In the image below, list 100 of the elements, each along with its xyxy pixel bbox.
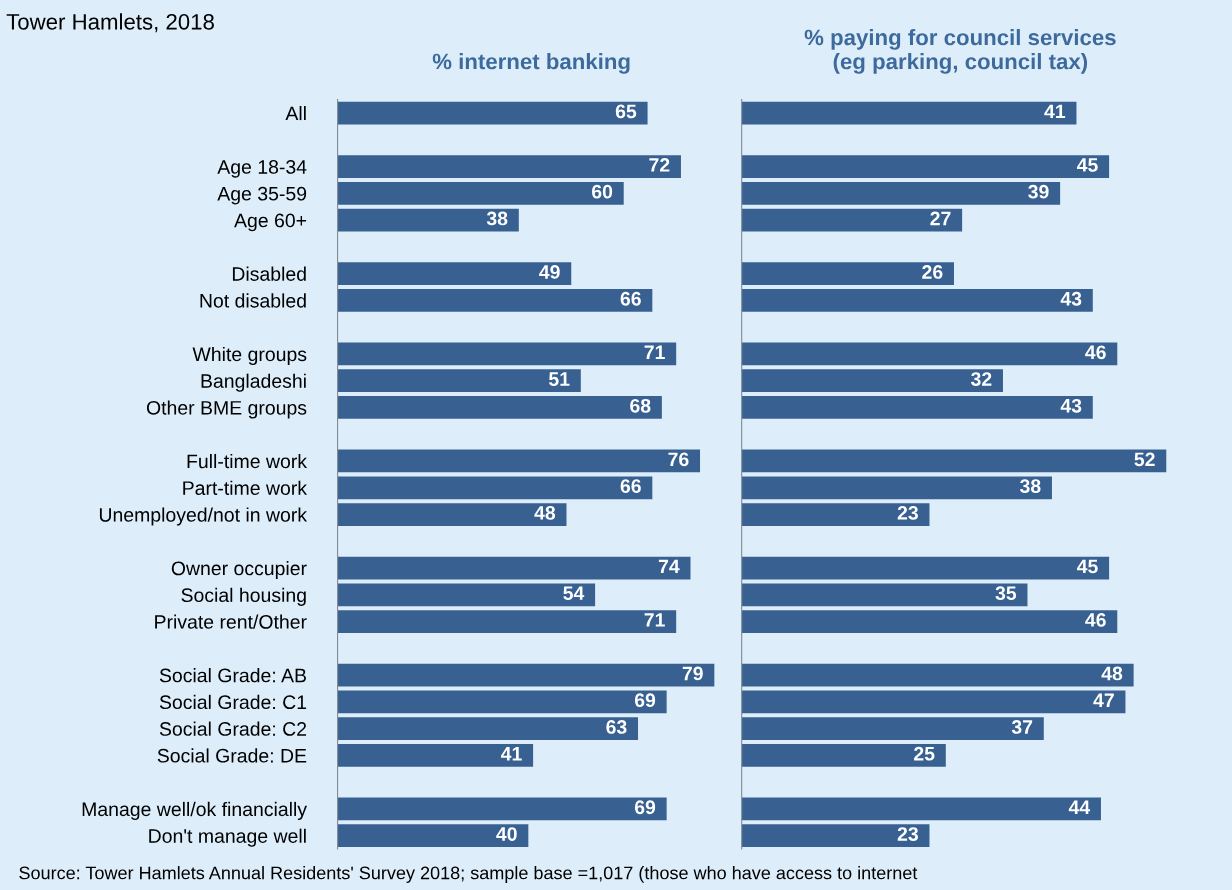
bar xyxy=(337,342,677,366)
text: Tower Hamlets, 2018 xyxy=(6,13,214,33)
y-tick-label: Full-time work xyxy=(187,453,308,469)
data-label: 71 xyxy=(644,613,665,627)
bar xyxy=(741,690,1126,714)
bar xyxy=(741,262,954,286)
data-label: 38 xyxy=(486,211,508,226)
bar xyxy=(337,155,681,178)
bar xyxy=(741,503,930,526)
bar xyxy=(741,744,946,767)
bar xyxy=(741,583,1028,607)
y-tick-label: Unemployed/not in work xyxy=(99,507,308,526)
data-label: 79 xyxy=(682,666,703,681)
y-tick-label: Private rent/Other xyxy=(155,614,307,629)
data-label: 37 xyxy=(1011,720,1033,734)
data-label: 71 xyxy=(644,345,665,359)
data-label: 69 xyxy=(634,693,656,708)
bar xyxy=(337,744,534,767)
bar xyxy=(337,503,567,526)
bar xyxy=(741,396,1093,419)
data-label: 66 xyxy=(620,291,641,306)
y-tick-label: Part-time work xyxy=(183,480,308,495)
chart-title: % internet banking xyxy=(432,53,630,74)
data-label: 51 xyxy=(548,372,570,386)
bar xyxy=(741,476,1052,500)
data-label: 27 xyxy=(930,211,951,226)
data-label: 76 xyxy=(668,452,689,467)
bar xyxy=(337,449,701,473)
bar xyxy=(741,824,930,848)
bar xyxy=(337,369,581,393)
bar xyxy=(741,717,1044,740)
bar xyxy=(337,610,677,633)
bar xyxy=(337,396,662,419)
bar xyxy=(337,181,624,205)
y-tick-label: Social Grade: C2 xyxy=(159,721,307,736)
data-label: 41 xyxy=(1044,104,1066,119)
data-label: 66 xyxy=(620,479,641,493)
y-tick-label: Disabled xyxy=(232,266,306,281)
data-label: 52 xyxy=(1134,452,1155,467)
data-label: 74 xyxy=(658,559,680,574)
data-label: 46 xyxy=(1085,613,1106,627)
data-label: 45 xyxy=(1076,158,1098,172)
data-label: 68 xyxy=(630,398,651,413)
y-tick-label: Social housing xyxy=(181,587,306,606)
data-label: 46 xyxy=(1085,345,1106,360)
bar xyxy=(337,824,529,848)
bar xyxy=(741,181,1061,205)
y-tick-label: White groups xyxy=(192,346,307,366)
data-label: 23 xyxy=(897,827,918,841)
data-label: 63 xyxy=(606,720,627,734)
data-label: 48 xyxy=(534,505,556,520)
bar xyxy=(337,690,667,714)
bar xyxy=(741,369,1003,393)
data-label: 65 xyxy=(615,104,637,119)
bar xyxy=(741,556,1110,580)
bar xyxy=(337,797,667,821)
data-label: 69 xyxy=(634,800,656,815)
data-label: 43 xyxy=(1060,398,1082,413)
y-tick-label: Owner occupier xyxy=(171,561,307,580)
data-label: 41 xyxy=(500,747,522,761)
bar xyxy=(337,663,715,687)
bar xyxy=(741,610,1118,633)
source-note: Source: Tower Hamlets Annual Residents' Survey 2018; sample base =1,017 (those who have access to internet xyxy=(19,866,918,883)
bar xyxy=(337,583,596,607)
data-label: 43 xyxy=(1060,291,1082,306)
bar xyxy=(741,289,1093,312)
bar xyxy=(741,449,1167,473)
y-tick-label: Age 18-34 xyxy=(217,160,307,178)
data-label: 39 xyxy=(1028,184,1049,199)
bar xyxy=(741,342,1118,366)
bar xyxy=(337,289,653,312)
bar xyxy=(741,155,1110,178)
y-tick-label: All xyxy=(285,106,306,121)
y-tick-label: Age 60+ xyxy=(234,213,307,232)
chart-title: % paying for council services (eg parking, council tax) xyxy=(804,28,1116,74)
data-label: 35 xyxy=(995,586,1017,601)
bar xyxy=(741,663,1134,687)
y-tick-label: Social Grade: DE xyxy=(157,748,307,763)
bar xyxy=(741,797,1101,821)
y-tick-label: Age 35-59 xyxy=(217,186,307,205)
bar xyxy=(337,717,639,740)
bar xyxy=(337,556,691,580)
data-label: 54 xyxy=(563,586,585,601)
data-label: 40 xyxy=(496,827,517,841)
data-label: 38 xyxy=(1019,479,1041,493)
data-label: 47 xyxy=(1093,693,1114,707)
data-label: 26 xyxy=(922,265,943,279)
data-label: 49 xyxy=(539,265,560,279)
data-label: 45 xyxy=(1076,559,1098,574)
bar xyxy=(337,262,572,286)
data-label: 25 xyxy=(914,746,935,761)
y-tick-label: Don't manage well xyxy=(149,828,306,847)
data-label: 32 xyxy=(970,372,992,386)
data-label: 72 xyxy=(649,158,670,172)
y-tick-label: Manage well/ok financially xyxy=(82,801,307,820)
data-label: 60 xyxy=(592,184,613,199)
y-tick-label: Social Grade: C1 xyxy=(159,694,307,710)
bar xyxy=(337,476,653,500)
bar xyxy=(741,101,1077,125)
y-tick-label: Other BME groups xyxy=(146,400,307,419)
